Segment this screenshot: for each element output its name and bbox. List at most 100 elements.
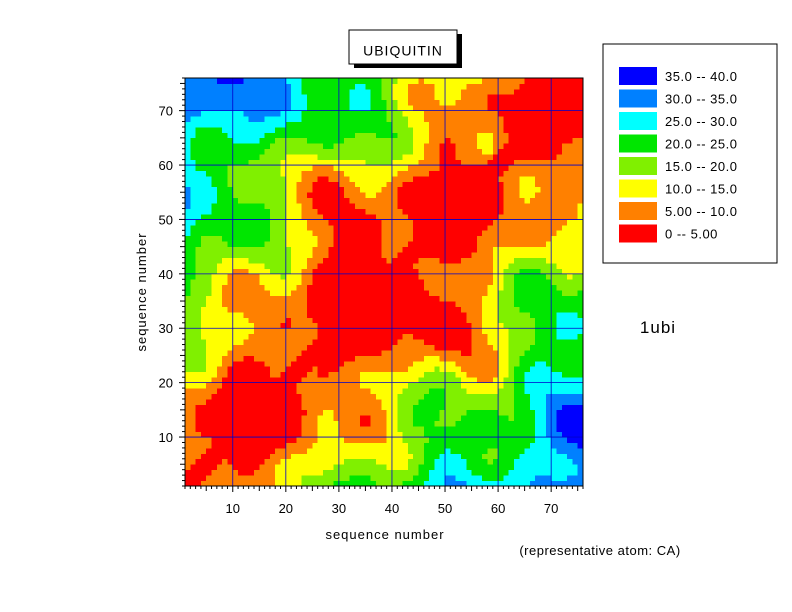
heatmap-cell (386, 192, 393, 199)
heatmap-cell (185, 480, 191, 487)
heatmap-cell (455, 186, 462, 193)
heatmap-cell (492, 121, 499, 128)
heatmap-cell (328, 148, 334, 155)
heatmap-cell (508, 290, 515, 296)
heatmap-cell (429, 88, 435, 95)
heatmap-cell (354, 475, 361, 481)
heatmap-cell (471, 268, 478, 275)
heatmap-cell (514, 241, 520, 248)
heatmap-cell (519, 246, 526, 253)
heatmap-cell (391, 480, 398, 487)
heatmap-cell (301, 154, 308, 160)
heatmap-cell (429, 148, 435, 155)
heatmap-cell (514, 420, 520, 427)
heatmap-cell (328, 301, 334, 307)
heatmap-cell (376, 409, 382, 416)
heatmap-cell (190, 203, 197, 209)
heatmap-cell (275, 279, 281, 286)
heatmap-cell (391, 290, 398, 296)
heatmap-cell (434, 393, 441, 400)
heatmap-cell (360, 110, 366, 117)
heatmap-cell (280, 431, 287, 438)
heatmap-cell (243, 382, 250, 389)
heatmap-cell (285, 132, 292, 139)
heatmap-cell (476, 306, 483, 313)
heatmap-cell (206, 339, 212, 345)
heatmap-cell (222, 480, 228, 487)
heatmap-cell (253, 301, 260, 307)
heatmap-cell (328, 257, 334, 264)
heatmap-cell (322, 192, 329, 199)
heatmap-cell (354, 262, 361, 269)
heatmap-cell (232, 350, 239, 356)
heatmap-cell (498, 469, 504, 476)
heatmap-cell (227, 415, 234, 422)
heatmap-cell (445, 317, 451, 324)
heatmap-cell (211, 83, 218, 90)
heatmap-cell (248, 268, 255, 275)
heatmap-cell (296, 252, 303, 258)
heatmap-cell (445, 83, 451, 90)
heatmap-cell (216, 203, 223, 209)
heatmap-cell (206, 219, 212, 226)
heatmap-cell (232, 252, 239, 258)
heatmap-cell (190, 148, 197, 155)
heatmap-cell (344, 78, 350, 84)
heatmap-cell (492, 404, 499, 411)
heatmap-cell (190, 328, 197, 335)
heatmap-cell (206, 322, 212, 329)
heatmap-cell (301, 301, 308, 307)
heatmap-cell (195, 377, 202, 384)
heatmap-cell (503, 208, 510, 215)
heatmap-cell (232, 458, 239, 465)
heatmap-cell (445, 426, 451, 432)
heatmap-cell (227, 328, 234, 335)
heatmap-cell (503, 203, 510, 209)
heatmap-cell (429, 246, 435, 253)
heatmap-cell (376, 295, 382, 302)
heatmap-cell (322, 480, 329, 487)
heatmap-cell (429, 159, 435, 166)
heatmap-cell (317, 295, 324, 302)
heatmap-cell (524, 154, 531, 160)
heatmap-cell (423, 126, 430, 133)
heatmap-cell (476, 175, 483, 182)
heatmap-cell (333, 241, 340, 248)
heatmap-cell (487, 181, 494, 188)
heatmap-cell (397, 78, 403, 84)
heatmap-cell (312, 350, 319, 356)
heatmap-cell (222, 159, 228, 166)
heatmap-cell (407, 355, 414, 362)
heatmap-cell (317, 83, 324, 90)
heatmap-cell (338, 132, 345, 139)
heatmap-cell (269, 366, 276, 373)
heatmap-cell (185, 442, 191, 449)
heatmap-cell (312, 328, 319, 335)
heatmap-cell (322, 453, 329, 460)
heatmap-cell (365, 398, 372, 405)
heatmap-cell (185, 469, 191, 476)
heatmap-cell (344, 393, 350, 400)
heatmap-cell (291, 88, 297, 95)
heatmap-cell (503, 437, 510, 443)
heatmap-cell (434, 143, 441, 150)
heatmap-cell (418, 94, 425, 101)
heatmap-cell (285, 442, 292, 449)
heatmap-cell (344, 88, 350, 95)
heatmap-cell (195, 420, 202, 427)
heatmap-cell (498, 339, 504, 345)
heatmap-cell (360, 393, 366, 400)
heatmap-cell (460, 328, 467, 335)
heatmap-cell (269, 442, 276, 449)
heatmap-cell (248, 219, 255, 226)
heatmap-cell (349, 186, 356, 193)
heatmap-cell (338, 382, 345, 389)
heatmap-cell (407, 409, 414, 416)
heatmap-cell (519, 458, 526, 465)
heatmap-cell (535, 262, 541, 269)
heatmap-cell (482, 148, 488, 155)
heatmap-cell (482, 382, 488, 389)
heatmap-cell (529, 208, 536, 215)
heatmap-cell (535, 344, 541, 351)
heatmap-cell (386, 214, 393, 220)
